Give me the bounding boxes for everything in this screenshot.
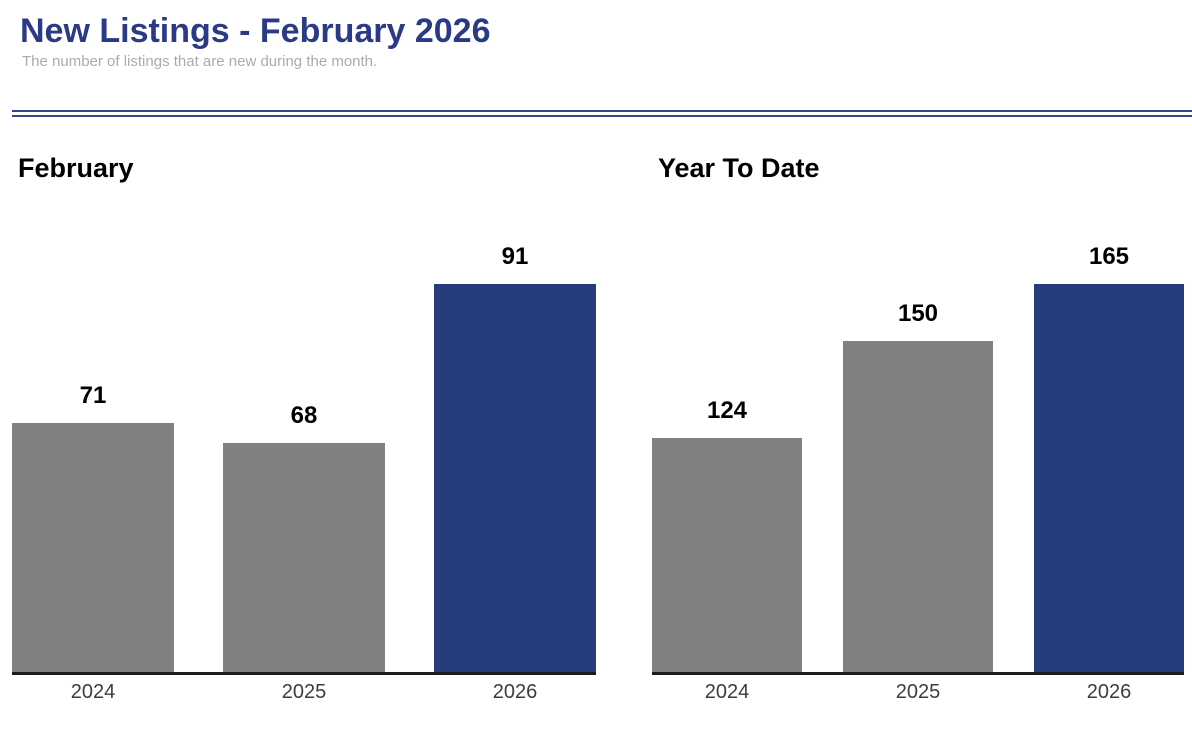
bar-value-label: 91 <box>501 242 529 270</box>
x-tick-label-2026: 2026 <box>1086 680 1132 703</box>
bar-2024 <box>12 422 174 672</box>
bar-2025 <box>843 340 993 672</box>
bar-plot-february: 71 68 91 <box>12 234 596 675</box>
bar-value-label: 165 <box>1088 242 1130 270</box>
bar-group-2026: 165 <box>1034 242 1184 672</box>
x-tick-label-2024: 2024 <box>70 680 116 703</box>
bar-group-2024: 71 <box>12 381 174 672</box>
x-axis-labels-february: 2024 2025 2026 <box>12 681 596 704</box>
chart-section-year-to-date: Year To Date 124 150 165 2024 2025 2026 <box>652 153 1184 704</box>
chart-title-february: February <box>18 153 134 184</box>
bar-2026 <box>1034 283 1184 672</box>
page-title: New Listings - February 2026 <box>20 12 491 50</box>
chart-title-year-to-date: Year To Date <box>658 153 820 184</box>
divider-double-rule <box>12 110 1192 118</box>
bar-2026 <box>434 283 596 672</box>
bar-value-label: 68 <box>290 401 318 429</box>
charts-row: February 71 68 91 2024 2025 2026 Year To Dat… <box>0 153 1192 704</box>
x-axis-labels-year-to-date: 2024 2025 2026 <box>652 681 1184 704</box>
page-subtitle: The number of listings that are new duri… <box>22 53 378 71</box>
x-tick-label-2025: 2025 <box>281 680 327 703</box>
x-tick-label-2025: 2025 <box>895 680 941 703</box>
bar-plot-year-to-date: 124 150 165 <box>652 234 1184 675</box>
bar-group-2025: 68 <box>223 401 385 672</box>
bar-group-2024: 124 <box>652 396 802 672</box>
x-tick-label-2026: 2026 <box>492 680 538 703</box>
bar-group-2026: 91 <box>434 242 596 672</box>
bar-value-label: 150 <box>897 299 939 327</box>
chart-section-february: February 71 68 91 2024 2025 2026 <box>12 153 596 704</box>
bar-2025 <box>223 442 385 672</box>
report-header: New Listings - February 2026 The number … <box>0 0 1192 70</box>
bar-value-label: 124 <box>706 396 748 424</box>
bar-value-label: 71 <box>79 381 107 409</box>
bar-group-2025: 150 <box>843 299 993 672</box>
bar-2024 <box>652 437 802 672</box>
x-tick-label-2024: 2024 <box>704 680 750 703</box>
